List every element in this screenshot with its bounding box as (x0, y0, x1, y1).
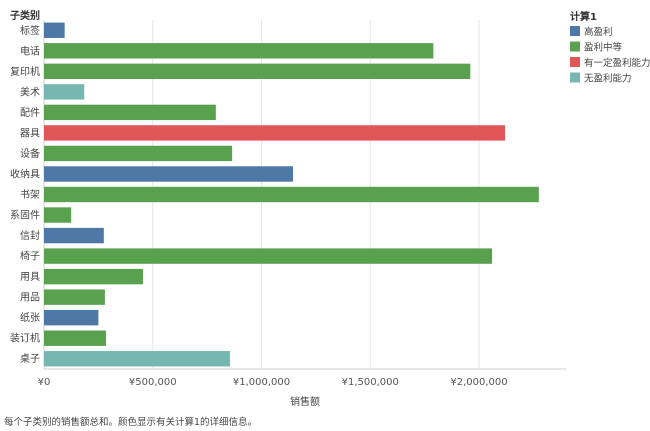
x-tick-label: ¥0 (38, 377, 51, 388)
legend-item-label: 有一定盈利能力 (584, 57, 650, 69)
bar-11[interactable] (44, 248, 493, 264)
category-label: 设备 (20, 147, 40, 160)
category-label: 配件 (20, 107, 40, 119)
x-tick-labels: ¥0 ¥500,000 ¥1,000,000 ¥1,500,000 ¥2,000,000 (38, 377, 508, 388)
bar-10[interactable] (44, 227, 104, 244)
category-label: 电话 (20, 44, 40, 57)
category-label: 器具 (20, 127, 40, 139)
bars (44, 22, 539, 367)
category-label: 收纳具 (10, 167, 40, 180)
bar-6[interactable] (44, 145, 233, 162)
bar-9[interactable] (44, 207, 72, 223)
bar-5[interactable] (44, 125, 506, 141)
legend-item-label: 高盈利 (584, 26, 613, 38)
bar-12[interactable] (44, 268, 143, 285)
x-tick-label: ¥500,000 (129, 377, 177, 388)
category-label: 装订机 (10, 332, 40, 345)
x-tick-label: ¥2,000,000 (450, 377, 507, 388)
row-header: 子类别 (10, 9, 40, 22)
bar-16[interactable] (44, 351, 230, 367)
bar-1[interactable] (44, 43, 434, 59)
x-tick-label: ¥1,500,000 (342, 377, 399, 388)
bar-14[interactable] (44, 309, 99, 326)
category-label: 用品 (20, 292, 40, 304)
bar-2[interactable] (44, 63, 471, 80)
category-label: 椅子 (20, 250, 40, 263)
bar-7[interactable] (44, 166, 294, 182)
category-label: 系固件 (10, 210, 40, 222)
category-label: 美术 (20, 85, 40, 98)
legend-item-label: 无盈利能力 (584, 73, 632, 85)
category-label: 信封 (20, 229, 40, 242)
category-label: 复印机 (10, 65, 40, 78)
category-label: 纸张 (20, 311, 40, 324)
caption: 每个子类别的销售额总和。颜色显示有关计算1的详细信息。 (4, 416, 257, 428)
legend-swatch (570, 72, 580, 83)
legend-title: 计算1 (570, 10, 597, 23)
bar-3[interactable] (44, 84, 85, 100)
bar-13[interactable] (44, 289, 105, 305)
legend-swatch (570, 26, 580, 36)
category-label: 用具 (20, 271, 40, 283)
legend-swatch (570, 41, 580, 52)
bar-4[interactable] (44, 104, 216, 121)
legend-item-label: 盈利中等 (584, 42, 623, 54)
bar-0[interactable] (44, 22, 65, 38)
category-label: 书架 (20, 189, 40, 201)
bar-8[interactable] (44, 186, 539, 203)
category-label: 标签 (20, 24, 40, 37)
x-tick-label: ¥1,000,000 (233, 377, 290, 388)
bar-15[interactable] (44, 330, 106, 346)
category-label: 桌子 (20, 352, 40, 365)
x-axis-label: 销售额 (290, 395, 320, 408)
legend-swatch (570, 57, 580, 67)
